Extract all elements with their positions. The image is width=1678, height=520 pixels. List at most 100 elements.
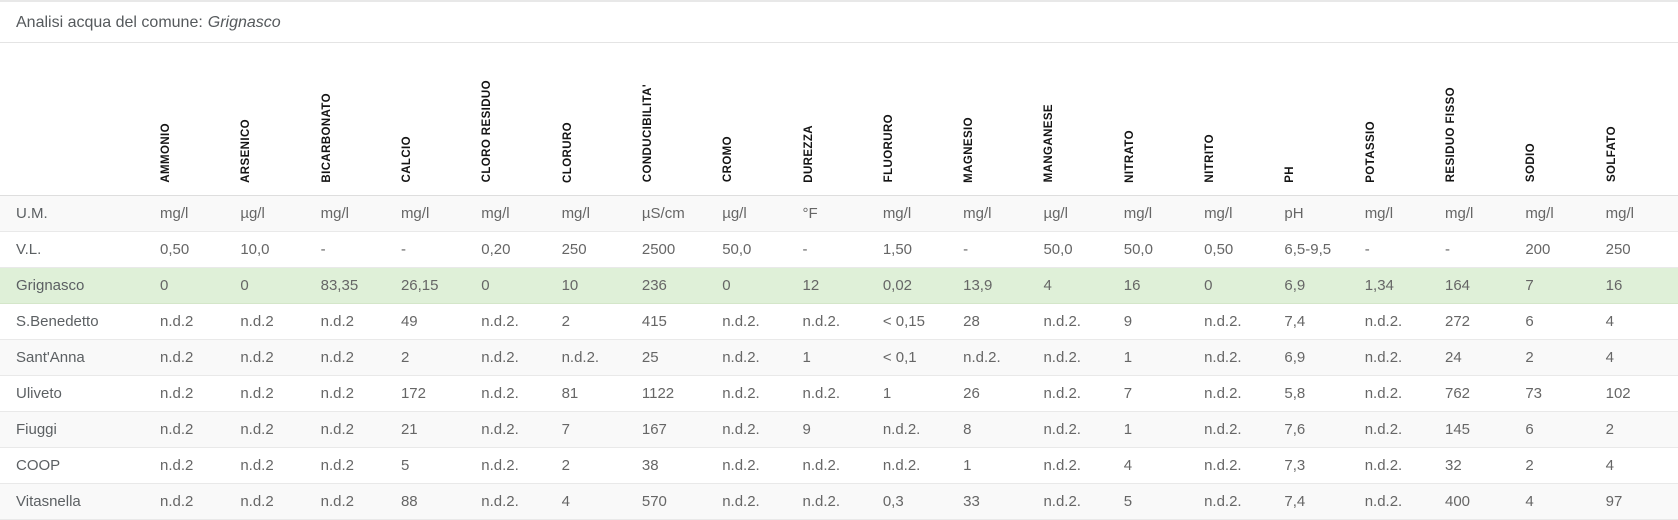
column-header-label: PH — [1284, 165, 1297, 183]
column-header-bicarbonato: BICARBONATO — [312, 43, 393, 196]
cell-u-m-cloruro: mg/l — [553, 195, 634, 232]
column-header-residuo-fisso: RESIDUO FISSO — [1437, 43, 1518, 196]
cell-grignasco-cromo: 0 — [714, 267, 795, 304]
cell-vitasnella-ph: 7,4 — [1276, 483, 1357, 520]
column-header-ph: PH — [1276, 43, 1357, 196]
cell-coop-ammonio: n.d.2 — [152, 447, 233, 484]
column-header-cloruro: CLORURO — [553, 43, 634, 196]
cell-uliveto-potassio: n.d.2. — [1356, 375, 1437, 412]
cell-vitasnella-cloruro: 4 — [553, 483, 634, 520]
cell-s-benedetto-sodio: 6 — [1517, 303, 1598, 340]
cell-sant-anna-nitrito: n.d.2. — [1196, 339, 1277, 376]
cell-sant-anna-manganese: n.d.2. — [1035, 339, 1116, 376]
row-label: Grignasco — [0, 267, 152, 304]
cell-fiuggi-manganese: n.d.2. — [1035, 411, 1116, 448]
column-header-label: CLORO RESIDUO — [481, 80, 494, 183]
table-body: U.M. mg/l µg/l mg/l mg/l mg/l mg/l µS/cm µg/l °F m… — [0, 195, 1678, 520]
cell-coop-conducibilita: 38 — [633, 447, 715, 484]
cell-sant-anna-ammonio: n.d.2 — [152, 339, 233, 376]
column-header-label: POTASSIO — [1364, 120, 1377, 183]
cell-s-benedetto-residuo-fisso: 272 — [1437, 303, 1518, 340]
row-label: Sant'Anna — [0, 339, 152, 376]
column-header-cromo: CROMO — [714, 43, 795, 196]
cell-v-l-cromo: 50,0 — [714, 231, 795, 268]
cell-v-l-fluoruro: 1,50 — [874, 231, 956, 268]
cell-coop-solfato: 4 — [1597, 447, 1678, 484]
cell-fiuggi-arsenico: n.d.2 — [232, 411, 313, 448]
cell-vitasnella-cromo: n.d.2. — [714, 483, 795, 520]
table-row-v-l: V.L. 0,50 10,0- -0,20 250 2500 50,0-1,50-50,0 5… — [0, 231, 1678, 268]
cell-coop-magnesio: 1 — [955, 447, 1036, 484]
cell-v-l-cloruro: 250 — [553, 231, 634, 268]
cell-v-l-residuo-fisso: - — [1437, 231, 1518, 268]
row-label: V.L. — [0, 231, 152, 268]
cell-sant-anna-conducibilita: 25 — [633, 339, 715, 376]
table-row-uliveto: Uliveto n.d.2 n.d.2 n.d.2 172 n.d.2. 81 1122 n.d… — [0, 375, 1678, 412]
column-header-label: FLUORURO — [882, 114, 895, 183]
cell-u-m-manganese: µg/l — [1035, 195, 1116, 232]
row-label: Uliveto — [0, 375, 152, 412]
cell-vitasnella-manganese: n.d.2. — [1035, 483, 1116, 520]
cell-s-benedetto-ph: 7,4 — [1276, 303, 1357, 340]
cell-v-l-ph: 6,5-9,5 — [1276, 231, 1357, 268]
cell-grignasco-calcio: 26,15 — [392, 267, 474, 304]
cell-v-l-potassio: - — [1356, 231, 1437, 268]
cell-grignasco-sodio: 7 — [1517, 267, 1598, 304]
table-row-sant-anna: Sant'Anna n.d.2 n.d.2 n.d.2 2 n.d.2. n.d.2. 25 n… — [0, 339, 1678, 376]
cell-coop-residuo-fisso: 32 — [1437, 447, 1518, 484]
cell-uliveto-solfato: 102 — [1597, 375, 1678, 412]
cell-v-l-conducibilita: 2500 — [633, 231, 715, 268]
cell-u-m-durezza: °F — [794, 195, 875, 232]
cell-u-m-magnesio: mg/l — [955, 195, 1036, 232]
cell-coop-arsenico: n.d.2 — [232, 447, 313, 484]
cell-s-benedetto-magnesio: 28 — [955, 303, 1036, 340]
cell-uliveto-nitrito: n.d.2. — [1196, 375, 1277, 412]
cell-uliveto-magnesio: 26 — [955, 375, 1036, 412]
cell-uliveto-cloruro: 81 — [553, 375, 634, 412]
cell-grignasco-residuo-fisso: 164 — [1437, 267, 1518, 304]
cell-uliveto-cromo: n.d.2. — [714, 375, 795, 412]
cell-uliveto-ammonio: n.d.2 — [152, 375, 233, 412]
cell-vitasnella-residuo-fisso: 400 — [1437, 483, 1518, 520]
cell-uliveto-sodio: 73 — [1517, 375, 1598, 412]
cell-coop-manganese: n.d.2. — [1035, 447, 1116, 484]
cell-u-m-cromo: µg/l — [714, 195, 795, 232]
cell-v-l-arsenico: 10,0 — [232, 231, 313, 268]
column-header-label: CLORURO — [561, 121, 574, 183]
cell-vitasnella-durezza: n.d.2. — [794, 483, 875, 520]
cell-s-benedetto-solfato: 4 — [1597, 303, 1678, 340]
cell-v-l-magnesio: - — [955, 231, 1036, 268]
table-row-fiuggi: Fiuggi n.d.2 n.d.2 n.d.2 21 n.d.2. 7 167 n.d.2. 9… — [0, 411, 1678, 448]
cell-u-m-calcio: mg/l — [392, 195, 474, 232]
cell-v-l-nitrato: 50,0 — [1115, 231, 1197, 268]
cell-fiuggi-conducibilita: 167 — [633, 411, 715, 448]
column-header-label: DUREZZA — [802, 124, 815, 183]
cell-grignasco-cloro-residuo: 0 — [473, 267, 554, 304]
cell-s-benedetto-fluoruro: < 0,15 — [874, 303, 956, 340]
column-header-label: NITRITO — [1204, 133, 1217, 183]
cell-vitasnella-arsenico: n.d.2 — [232, 483, 313, 520]
column-header-label: AMMONIO — [160, 122, 172, 183]
cell-fiuggi-calcio: 21 — [392, 411, 474, 448]
cell-vitasnella-potassio: n.d.2. — [1356, 483, 1437, 520]
cell-u-m-solfato: mg/l — [1597, 195, 1678, 232]
cell-coop-nitrato: 4 — [1115, 447, 1197, 484]
cell-grignasco-durezza: 12 — [794, 267, 875, 304]
cell-uliveto-arsenico: n.d.2 — [232, 375, 313, 412]
column-header-durezza: DUREZZA — [794, 43, 875, 196]
cell-s-benedetto-bicarbonato: n.d.2 — [312, 303, 393, 340]
cell-s-benedetto-nitrito: n.d.2. — [1196, 303, 1277, 340]
water-analysis-table: AMMONIO ARSENICO BICARBONATO CALCIO CLORO RE… — [0, 43, 1678, 520]
cell-s-benedetto-ammonio: n.d.2 — [152, 303, 233, 340]
cell-grignasco-cloruro: 10 — [553, 267, 634, 304]
column-header-manganese: MANGANESE — [1035, 43, 1116, 196]
cell-u-m-ammonio: mg/l — [152, 195, 233, 232]
row-label: U.M. — [0, 195, 152, 232]
cell-fiuggi-nitrato: 1 — [1115, 411, 1197, 448]
municipality-name: Grignasco — [207, 14, 281, 31]
cell-grignasco-conducibilita: 236 — [633, 267, 715, 304]
column-header-sodio: SODIO — [1517, 43, 1598, 196]
cell-fiuggi-cloruro: 7 — [553, 411, 634, 448]
cell-u-m-arsenico: µg/l — [232, 195, 313, 232]
cell-vitasnella-calcio: 88 — [392, 483, 474, 520]
